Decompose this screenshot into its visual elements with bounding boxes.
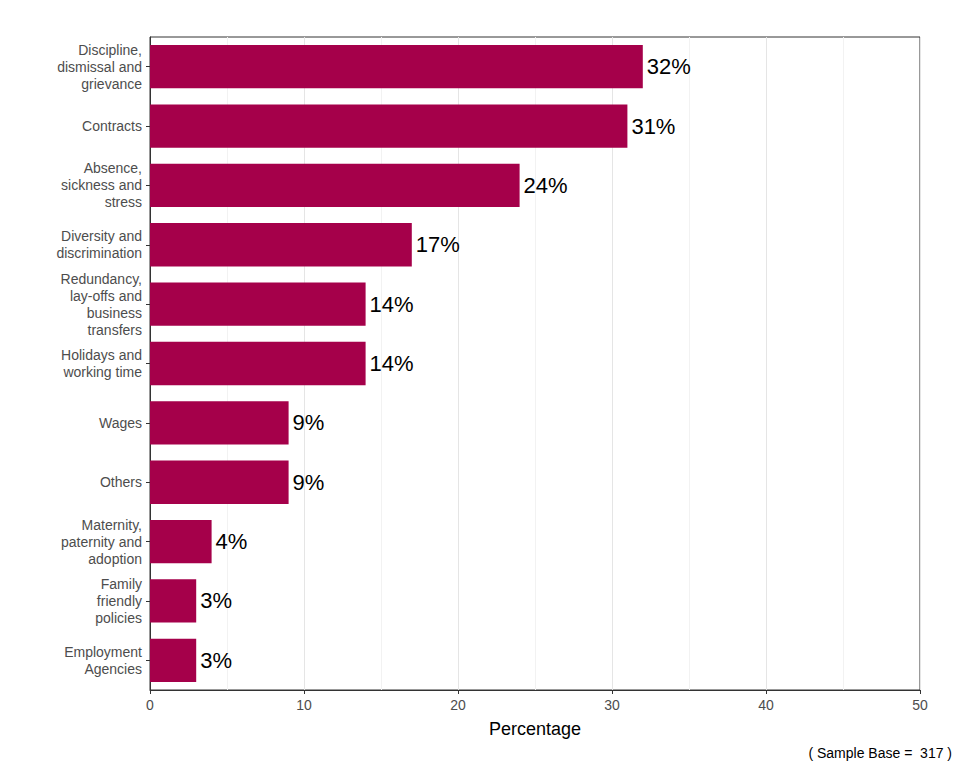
- svg-text:17%: 17%: [416, 232, 460, 257]
- svg-text:business: business: [87, 305, 142, 321]
- svg-text:40: 40: [758, 697, 774, 713]
- svg-text:Discipline,: Discipline,: [78, 42, 142, 58]
- svg-text:adoption: adoption: [88, 551, 142, 567]
- svg-text:4%: 4%: [216, 529, 248, 554]
- svg-text:( Sample Base = 317 ): ( Sample Base = 317 ): [808, 745, 952, 761]
- svg-text:Diversity and: Diversity and: [61, 228, 142, 244]
- svg-text:30: 30: [604, 697, 620, 713]
- svg-text:friendly: friendly: [97, 593, 142, 609]
- svg-text:transfers: transfers: [88, 322, 142, 338]
- svg-text:31%: 31%: [631, 114, 675, 139]
- svg-text:Holidays and: Holidays and: [61, 347, 142, 363]
- svg-text:Percentage: Percentage: [489, 719, 581, 739]
- svg-text:20: 20: [450, 697, 466, 713]
- svg-text:9%: 9%: [293, 410, 325, 435]
- svg-text:Family: Family: [101, 576, 142, 592]
- svg-text:10: 10: [296, 697, 312, 713]
- svg-text:3%: 3%: [200, 588, 232, 613]
- svg-text:Wages: Wages: [99, 415, 142, 431]
- svg-text:grievance: grievance: [81, 76, 142, 92]
- svg-text:Absence,: Absence,: [84, 160, 142, 176]
- svg-text:dismissal and: dismissal and: [57, 59, 142, 75]
- svg-text:14%: 14%: [370, 292, 414, 317]
- svg-text:24%: 24%: [524, 173, 568, 198]
- svg-text:sickness and: sickness and: [61, 177, 142, 193]
- svg-text:working time: working time: [62, 364, 142, 380]
- svg-text:Contracts: Contracts: [82, 118, 142, 134]
- svg-text:Redundancy,: Redundancy,: [61, 271, 142, 287]
- svg-text:9%: 9%: [293, 470, 325, 495]
- svg-text:Others: Others: [100, 474, 142, 490]
- svg-text:discrimination: discrimination: [56, 245, 142, 261]
- svg-text:14%: 14%: [370, 351, 414, 376]
- svg-text:32%: 32%: [647, 54, 691, 79]
- svg-text:policies: policies: [95, 610, 142, 626]
- svg-text:Agencies: Agencies: [84, 661, 142, 677]
- svg-text:Employment: Employment: [64, 644, 142, 660]
- svg-text:Maternity,: Maternity,: [82, 517, 142, 533]
- svg-text:paternity and: paternity and: [61, 534, 142, 550]
- svg-text:3%: 3%: [200, 648, 232, 673]
- svg-text:0: 0: [146, 697, 154, 713]
- svg-text:stress: stress: [105, 194, 142, 210]
- svg-text:lay-offs and: lay-offs and: [70, 288, 142, 304]
- svg-text:50: 50: [912, 697, 928, 713]
